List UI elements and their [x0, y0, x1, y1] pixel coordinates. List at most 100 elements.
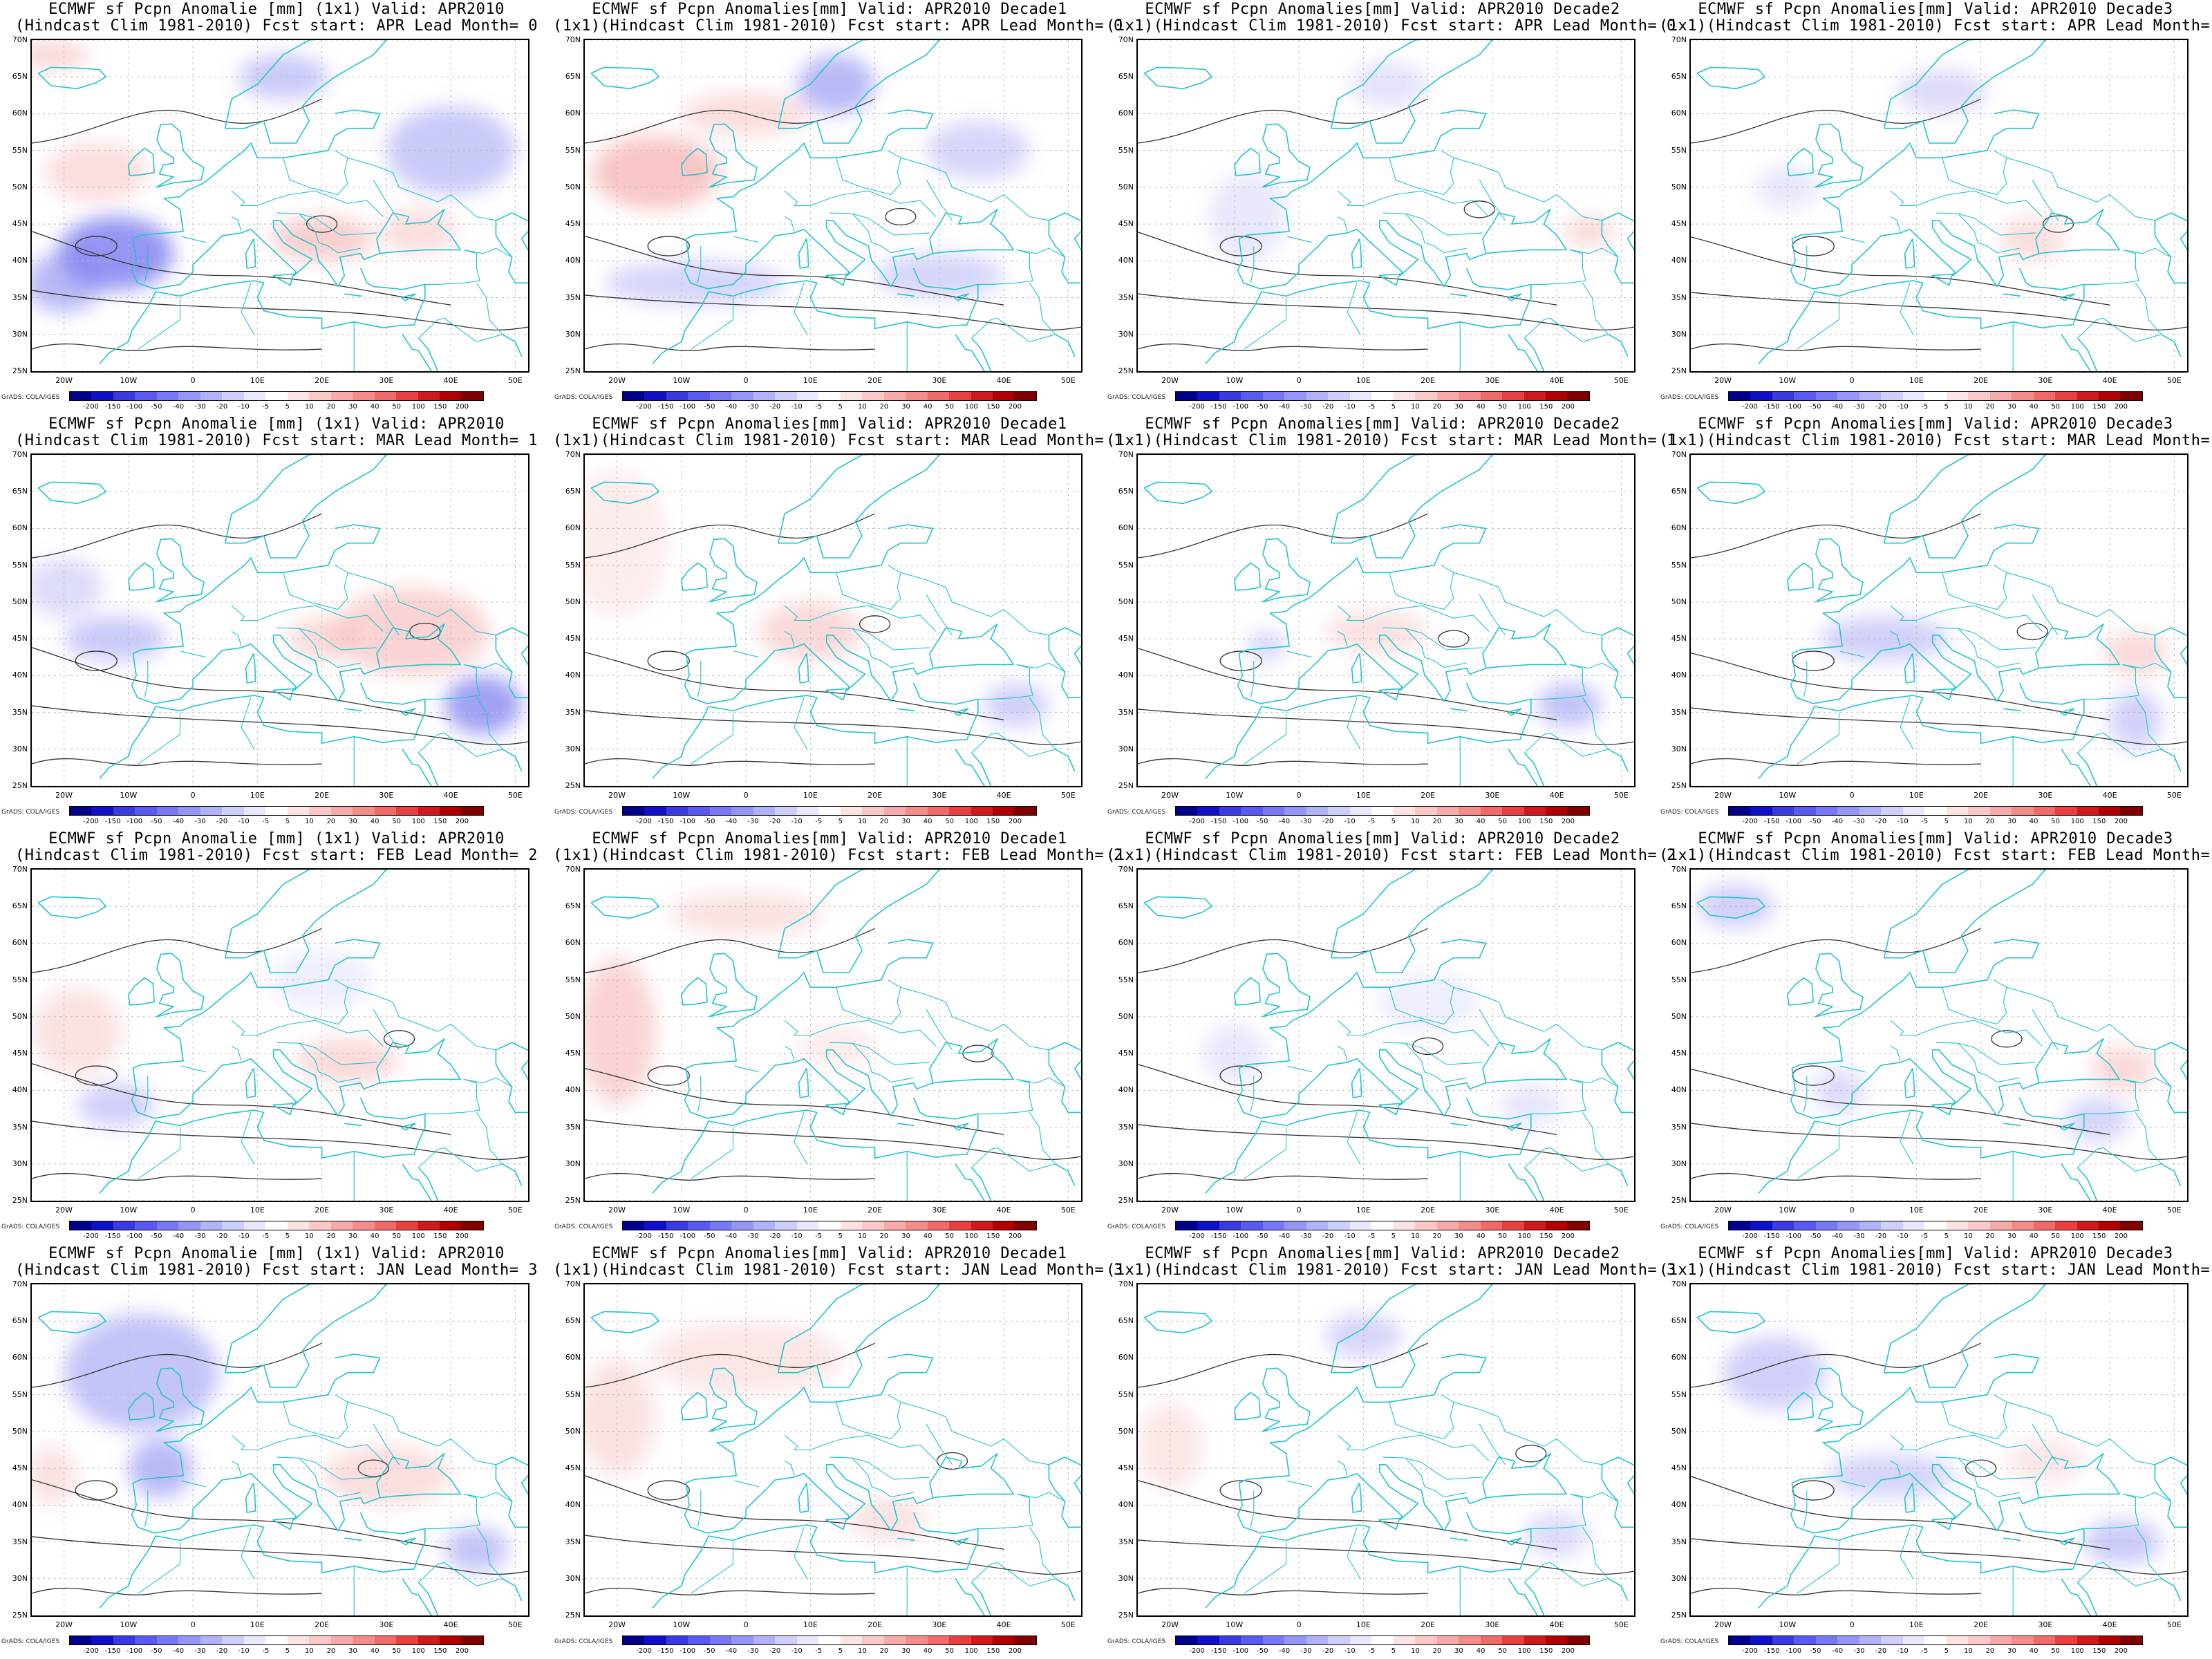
coastline	[1262, 1367, 1311, 1432]
colorbar-swatch	[1176, 392, 1198, 400]
longitude-label: 0	[743, 791, 749, 800]
coastline	[156, 538, 205, 603]
coastlines	[590, 40, 1081, 371]
coastline	[1450, 1537, 1468, 1541]
country-border	[836, 150, 901, 196]
colorbar-swatch	[330, 392, 353, 400]
coastline	[1904, 653, 1915, 684]
coastline	[1696, 66, 1765, 90]
latitude-label: 40N	[1671, 1500, 1687, 1510]
precipitation-anomaly-map	[1689, 453, 2188, 787]
coastline	[1904, 1483, 1915, 1513]
longitude-label: 10E	[1909, 791, 1924, 800]
latitude-label: 40N	[1118, 256, 1134, 265]
colorbar-label: -30	[747, 1232, 759, 1240]
coastline	[156, 1367, 205, 1432]
country-border	[784, 1046, 795, 1061]
dry-anomaly-area	[270, 216, 374, 261]
country-border	[1029, 282, 1056, 335]
longitude-label: 40E	[1549, 1206, 1564, 1215]
country-border	[347, 986, 451, 1032]
colorbar-label: 100	[2070, 1647, 2084, 1655]
country-border	[971, 317, 1056, 343]
country-border	[1840, 1480, 1865, 1488]
contour-line	[1438, 630, 1470, 648]
coastline	[1143, 66, 1212, 90]
latitude-label: 70N	[12, 35, 28, 44]
latitude-label: 60N	[1118, 523, 1134, 533]
colorbar-swatch	[461, 1636, 483, 1644]
colorbar-swatch	[1502, 392, 1524, 400]
colorbar-label: -150	[1210, 403, 1227, 411]
country-border	[1958, 1457, 2020, 1498]
coastline	[400, 1537, 416, 1546]
longitude-label: 20E	[315, 1620, 330, 1629]
anomaly-shading	[585, 891, 875, 1105]
coastline	[1608, 749, 1629, 772]
coastline	[1883, 40, 2046, 144]
longitude-label: 10W	[1226, 1206, 1244, 1215]
country-border	[1389, 1394, 1454, 1440]
climatology-contours	[32, 928, 528, 1181]
map-canvas	[32, 455, 528, 786]
coastline	[2061, 334, 2091, 371]
longitude-label: 10W	[1779, 1206, 1797, 1215]
latitude-label: 30N	[1671, 329, 1687, 339]
country-border	[2135, 1112, 2162, 1165]
latitude-label: 45N	[1118, 1463, 1134, 1473]
colorbar-label: 200	[1561, 1232, 1575, 1240]
contour-line	[647, 236, 690, 256]
longitude-label: 10W	[1226, 1620, 1244, 1629]
colorbar-swatch	[374, 1636, 397, 1644]
panel-title: ECMWF sf Pcpn Anomalies[mm] Valid: APR20…	[1698, 1245, 2173, 1262]
longitude-label: 20E	[868, 791, 883, 800]
coastline	[1205, 268, 1532, 364]
country-borders	[138, 565, 512, 786]
country-border	[1003, 1438, 1049, 1465]
coastline	[99, 682, 426, 779]
latitude-label: 55N	[1671, 975, 1687, 984]
longitude-label: 20E	[1421, 1620, 1436, 1629]
colorbar-swatch	[688, 1636, 710, 1644]
country-border	[231, 190, 384, 217]
longitude-label: 50E	[507, 1620, 523, 1629]
colorbar-label: 5	[1944, 1232, 1949, 1240]
colorbar-swatch	[753, 1636, 776, 1644]
country-border	[2109, 194, 2155, 221]
coastline	[1351, 653, 1362, 684]
colorbar-label: 150	[433, 1232, 447, 1240]
contour-line	[75, 236, 118, 256]
latitude-label: 50N	[1671, 1011, 1687, 1021]
country-border	[1337, 216, 1348, 232]
colorbar-label: -30	[747, 818, 759, 825]
colorbar-label: 10	[1963, 403, 1973, 411]
graticule	[1691, 455, 2187, 786]
country-border	[138, 712, 181, 765]
colorbar-label: -150	[657, 1647, 674, 1655]
colorbar-label: -100	[126, 1647, 143, 1655]
colorbar-label: -50	[151, 818, 162, 825]
colorbar-label: -150	[104, 403, 121, 411]
longitude-label: 10E	[1909, 1206, 1924, 1215]
country-border	[1405, 628, 1467, 668]
colorbar-label: 150	[1539, 1232, 1553, 1240]
colorbar-swatch	[1946, 392, 1969, 400]
contour-line	[585, 1068, 1004, 1135]
colorbar-swatch	[753, 807, 776, 815]
country-border	[418, 317, 503, 343]
map-panel: ECMWF sf Pcpn Anomalies[mm] Valid: APR20…	[1659, 830, 2212, 1244]
country-border	[1337, 1020, 1490, 1047]
colorbar-label: 20	[879, 1232, 889, 1240]
colorbar-swatch	[1567, 1221, 1589, 1230]
coastline	[652, 1097, 979, 1194]
longitude-label: 20W	[1714, 1620, 1732, 1629]
colorbar-label: -40	[1831, 818, 1844, 825]
climatology-contours	[1691, 928, 2187, 1181]
wet-anomaly-area	[64, 1313, 219, 1432]
coastlines	[590, 870, 1081, 1201]
country-border	[2032, 594, 2059, 636]
country-border	[900, 986, 1004, 1032]
colorbar-swatch	[1989, 1636, 2012, 1644]
colorbar-swatch	[1415, 1636, 1437, 1644]
colorbar-label: 150	[2092, 403, 2106, 411]
